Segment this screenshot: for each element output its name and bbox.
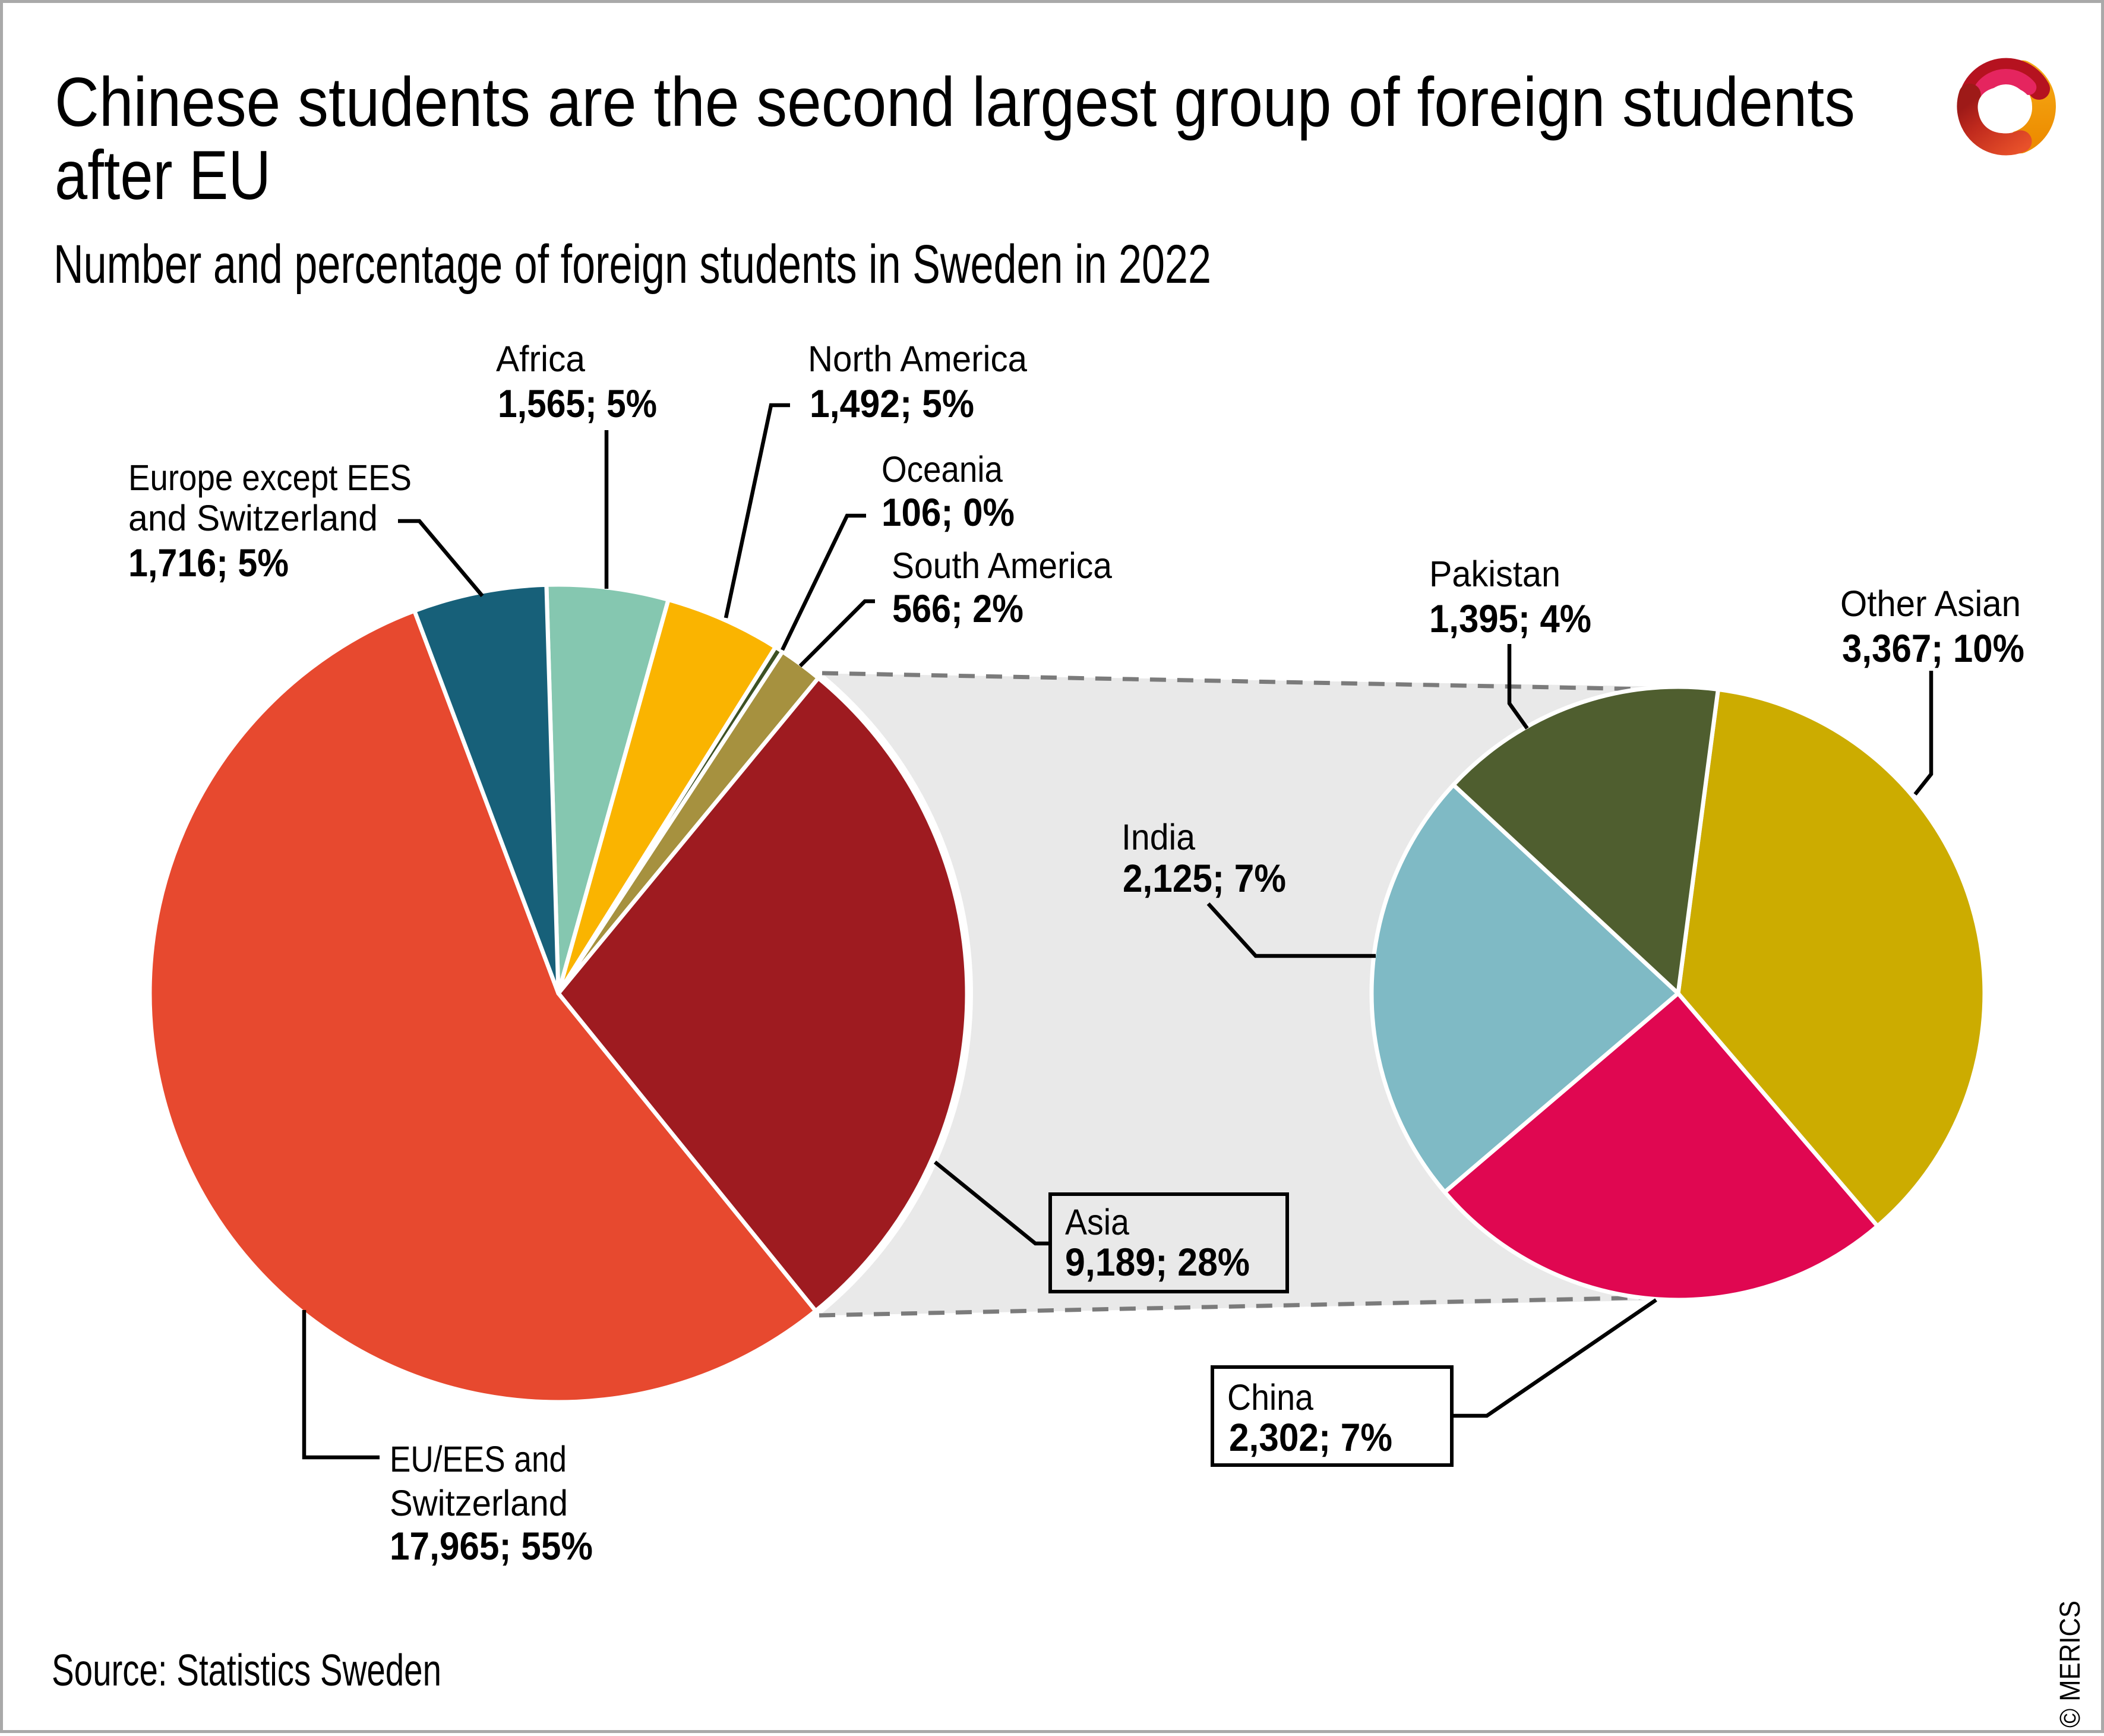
svg-text:North America: North America	[808, 339, 1027, 379]
svg-text:Chinese students are the secon: Chinese students are the second largest …	[55, 63, 1855, 141]
svg-text:566; 2%: 566; 2%	[892, 586, 1023, 630]
svg-text:3,367; 10%: 3,367; 10%	[1842, 626, 2024, 670]
svg-text:and Switzerland: and Switzerland	[128, 498, 378, 538]
svg-text:© MERICS: © MERICS	[2055, 1601, 2086, 1728]
svg-text:China: China	[1227, 1377, 1313, 1418]
svg-text:17,965; 55%: 17,965; 55%	[390, 1524, 593, 1568]
svg-text:Asia: Asia	[1065, 1202, 1129, 1242]
svg-text:after EU: after EU	[55, 136, 271, 214]
svg-text:1,716; 5%: 1,716; 5%	[128, 541, 289, 585]
svg-text:EU/EES and: EU/EES and	[390, 1439, 567, 1479]
svg-text:2,302; 7%: 2,302; 7%	[1229, 1415, 1392, 1459]
svg-text:106; 0%: 106; 0%	[882, 490, 1015, 534]
svg-text:1,565; 5%: 1,565; 5%	[498, 381, 657, 425]
svg-text:India: India	[1121, 817, 1195, 857]
svg-text:Europe except EES: Europe except EES	[128, 457, 412, 498]
svg-text:Other Asian: Other Asian	[1840, 583, 2021, 624]
svg-text:Pakistan: Pakistan	[1429, 554, 1560, 594]
svg-text:2,125; 7%: 2,125; 7%	[1123, 856, 1286, 900]
svg-text:South America: South America	[892, 545, 1112, 586]
svg-text:Switzerland: Switzerland	[390, 1483, 568, 1523]
svg-text:1,395; 4%: 1,395; 4%	[1429, 596, 1591, 640]
svg-text:Oceania: Oceania	[882, 449, 1003, 490]
svg-text:Number and percentage of forei: Number and percentage of foreign student…	[53, 234, 1211, 295]
svg-text:1,492; 5%: 1,492; 5%	[810, 381, 974, 425]
svg-text:9,189; 28%: 9,189; 28%	[1065, 1240, 1250, 1284]
svg-text:Africa: Africa	[496, 339, 585, 379]
svg-text:Source: Statistics Sweden: Source: Statistics Sweden	[52, 1645, 441, 1695]
